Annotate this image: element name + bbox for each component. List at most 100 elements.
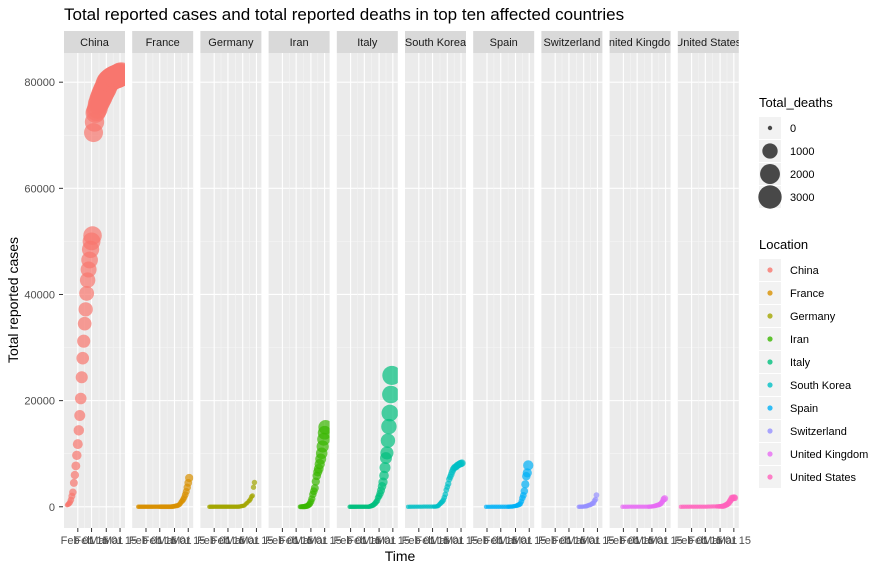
x-tick-label: Feb 15 <box>415 535 449 547</box>
series-points <box>64 62 125 508</box>
data-point <box>731 494 739 502</box>
series-points <box>405 459 466 509</box>
panel-background <box>609 53 671 528</box>
size-legend-title: Total_deaths <box>759 95 833 110</box>
facet-strip <box>336 31 398 53</box>
data-point <box>70 470 80 480</box>
x-tick-label: Feb 01 <box>606 535 640 547</box>
color-legend-title: Location <box>759 237 808 252</box>
x-tick-label: Feb 15 <box>279 535 313 547</box>
x-tick-label: Mar 15 <box>171 535 205 547</box>
data-point <box>250 484 257 490</box>
size-legend-label: 1000 <box>790 146 814 158</box>
x-tick-label: Feb 15 <box>143 535 177 547</box>
facet-label: Germany <box>208 37 254 49</box>
color-legend-label: South Korea <box>790 380 852 392</box>
facet-label: Switzerland <box>543 37 600 49</box>
data-point <box>382 385 398 404</box>
series-points <box>620 495 669 509</box>
x-tick-label: Feb 15 <box>347 535 381 547</box>
x-tick-label: Mar 01 <box>498 535 532 547</box>
data-point <box>72 439 83 450</box>
x-tick-label: Feb 15 <box>620 535 654 547</box>
x-tick-label: Feb 01 <box>470 535 504 547</box>
x-tick-label: Mar 01 <box>226 535 260 547</box>
size-legend-symbol <box>767 125 773 131</box>
x-tick-label: Feb 01 <box>61 535 95 547</box>
x-tick-label: Mar 01 <box>157 535 191 547</box>
y-axis-ticks: 0 20000 40000 60000 80000 <box>24 77 63 514</box>
color-legend-symbol <box>767 267 773 273</box>
color-legend-label: France <box>790 288 824 300</box>
x-tick-label: Feb 15 <box>552 535 586 547</box>
x-axis-label: Time <box>385 548 416 564</box>
series-points <box>207 479 258 509</box>
color-legend-symbol <box>767 290 773 296</box>
x-tick-label: Feb 01 <box>265 535 299 547</box>
facet-strip <box>677 31 739 53</box>
y-tick-label: 80000 <box>24 77 55 89</box>
x-tick-label: Mar 15 <box>580 535 614 547</box>
facet-strip <box>405 31 466 53</box>
data-point <box>522 468 532 478</box>
data-point <box>185 473 194 483</box>
facet-label: France <box>146 37 180 49</box>
series-points <box>135 473 194 510</box>
data-point <box>442 491 449 498</box>
data-point <box>661 495 669 503</box>
data-point <box>380 446 394 460</box>
data-point <box>458 459 466 467</box>
size-legend-label: 3000 <box>790 192 814 204</box>
data-point <box>109 62 125 87</box>
x-tick-label: Mar 01 <box>294 535 328 547</box>
x-tick-label: Mar 15 <box>444 535 478 547</box>
data-point <box>593 492 600 498</box>
x-tick-label: Mar 15 <box>103 535 137 547</box>
data-point <box>381 404 398 422</box>
facet-strip <box>64 31 125 53</box>
data-point <box>77 316 92 331</box>
data-point <box>380 433 396 448</box>
facet-strip <box>132 31 194 53</box>
data-point <box>379 462 391 474</box>
x-tick-label: Mar 15 <box>308 535 342 547</box>
color-legend-label: Germany <box>790 311 836 323</box>
size-legend-symbol <box>760 164 780 184</box>
data-point <box>72 450 82 461</box>
data-point <box>379 470 389 481</box>
series-points <box>297 419 330 510</box>
x-tick-label: Feb 01 <box>197 535 231 547</box>
facet-label: United Kingdom <box>601 37 679 49</box>
panel-background <box>132 53 194 528</box>
facet-label: Spain <box>490 37 518 49</box>
x-tick-label: Feb 01 <box>538 535 572 547</box>
color-legend-symbol <box>767 405 773 411</box>
facet-label: United States <box>675 37 742 49</box>
color-legend-label: United States <box>790 472 857 484</box>
data-point <box>381 418 397 435</box>
data-point <box>74 392 87 405</box>
facet-strip <box>200 31 262 53</box>
series-points <box>576 492 600 509</box>
x-tick-label: Feb 01 <box>129 535 163 547</box>
data-point <box>250 493 256 499</box>
series-points <box>678 494 739 509</box>
x-tick-label: Feb 15 <box>688 535 722 547</box>
data-point <box>520 487 529 495</box>
x-tick-label: Feb 01 <box>333 535 367 547</box>
data-point <box>521 480 530 489</box>
chart-title: Total reported cases and total reported … <box>64 5 624 24</box>
color-legend-label: China <box>790 265 820 277</box>
size-legend-symbol <box>762 143 778 159</box>
color-legend-symbol <box>767 313 773 319</box>
data-point <box>69 488 77 496</box>
x-tick-label: Mar 15 <box>239 535 273 547</box>
